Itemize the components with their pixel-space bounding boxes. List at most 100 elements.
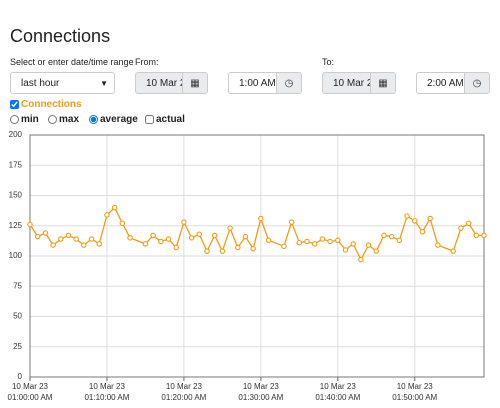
y-tick-label: 0 — [18, 372, 23, 381]
from-time[interactable]: 1:00 AM ◷ — [228, 72, 302, 94]
x-tick-label: 10 Mar 23 01:20:00 AM — [161, 382, 207, 402]
data-point — [81, 242, 87, 248]
data-point — [388, 233, 395, 240]
plot-border — [29, 134, 485, 378]
option[interactable]: max — [48, 114, 79, 125]
option-label: min — [21, 114, 39, 125]
dropdown-arrow: ▼ — [100, 78, 108, 88]
data-point — [50, 242, 56, 248]
calendar-button[interactable]: ▦ — [182, 73, 207, 93]
data-point — [211, 232, 218, 239]
from-date[interactable]: 10 Mar 2023 ▦ — [135, 72, 208, 94]
data-point — [235, 244, 241, 251]
data-point — [342, 247, 349, 253]
to-date[interactable]: 10 Mar 2023 ▦ — [322, 72, 396, 94]
data-point — [165, 236, 172, 242]
page-title: Connections — [10, 26, 111, 46]
series-toggle[interactable]: Connections — [10, 99, 82, 110]
range-select[interactable]: last hour ▼ — [10, 72, 115, 94]
data-point — [73, 236, 79, 242]
data-point — [358, 256, 364, 263]
data-point — [311, 241, 318, 247]
legend-label: Connections — [21, 99, 82, 110]
y-tick-label: 25 — [13, 342, 22, 351]
data-point — [158, 238, 164, 245]
chart-svg: 0 25 50 75 100 125 150 175 200 — [9, 130, 487, 381]
data-point — [404, 213, 410, 219]
data-point — [411, 218, 418, 224]
data-point — [188, 235, 195, 241]
data-point — [27, 221, 33, 228]
y-tick-label: 75 — [13, 281, 22, 290]
x-tick-label: 10 Mar 23 01:10:00 AM — [84, 382, 130, 402]
data-point — [265, 237, 272, 244]
data-point — [96, 241, 103, 247]
series-checkbox[interactable] — [10, 100, 19, 109]
range-value: last hour — [21, 77, 60, 89]
option-label: max — [59, 114, 80, 125]
option[interactable]: actual — [145, 114, 185, 125]
data-point — [127, 235, 133, 241]
clock-button[interactable]: ◷ — [464, 73, 489, 93]
data-point — [327, 238, 333, 245]
y-tick-label: 150 — [9, 191, 23, 200]
data-point — [242, 233, 249, 240]
to-time[interactable]: 2:00 AM ◷ — [416, 72, 490, 94]
x-tick-label: 10 Mar 23 01:50:00 AM — [392, 382, 438, 402]
data-point — [111, 204, 118, 211]
data-point — [365, 242, 372, 248]
data-point — [465, 220, 472, 227]
option-radio[interactable] — [10, 115, 19, 124]
data-point — [350, 241, 356, 247]
clock-button[interactable]: ◷ — [276, 73, 301, 93]
option-label: actual — [156, 114, 185, 125]
data-point — [288, 219, 295, 225]
data-point — [396, 237, 403, 244]
data-point — [373, 248, 380, 254]
data-point — [142, 241, 149, 247]
y-tick-label: 200 — [9, 130, 23, 139]
range-label: Select or enter date/time range — [10, 57, 134, 67]
data-point — [473, 232, 480, 239]
data-point — [381, 232, 387, 239]
data-point — [219, 248, 226, 254]
data-point — [281, 243, 287, 250]
data-point — [58, 236, 64, 242]
data-point — [304, 238, 310, 245]
data-point — [119, 220, 126, 227]
data-point — [173, 244, 179, 251]
data-point — [196, 231, 203, 237]
data-point — [258, 215, 264, 222]
data-point — [450, 248, 456, 254]
data-point — [104, 212, 110, 218]
data-point — [458, 225, 464, 231]
x-tick-label: 10 Mar 23 01:40:00 AM — [315, 382, 361, 402]
data-point — [427, 215, 433, 222]
option-radio[interactable] — [89, 115, 98, 124]
from-time-value: 1:00 AM — [239, 77, 276, 89]
data-point — [296, 239, 303, 246]
data-point — [88, 236, 95, 242]
data-point — [65, 232, 72, 239]
y-tick-label: 100 — [9, 251, 23, 260]
data-point — [250, 245, 256, 252]
to-label: To: — [322, 57, 335, 67]
x-tick-label: 10 Mar 23 01:00:00 AM — [7, 382, 53, 402]
option-checkbox[interactable] — [145, 115, 154, 124]
data-point — [335, 237, 341, 244]
data-point — [181, 219, 187, 225]
chart: 0 25 50 75 100 125 150 175 200 10 Mar 23 01:00:0… — [0, 128, 500, 403]
data-point — [481, 232, 487, 239]
data-point — [227, 225, 233, 231]
option[interactable]: min — [10, 114, 39, 125]
option[interactable]: average — [89, 114, 138, 125]
to-date-value: 10 Mar 2023 — [333, 77, 370, 89]
option-radio[interactable] — [48, 115, 57, 124]
option-label: average — [100, 114, 138, 125]
data-point — [150, 232, 156, 239]
y-tick-label: 125 — [9, 221, 23, 230]
to-time-value: 2:00 AM — [427, 77, 464, 89]
data-point — [42, 230, 49, 236]
calendar-button[interactable]: ▦ — [370, 73, 395, 93]
